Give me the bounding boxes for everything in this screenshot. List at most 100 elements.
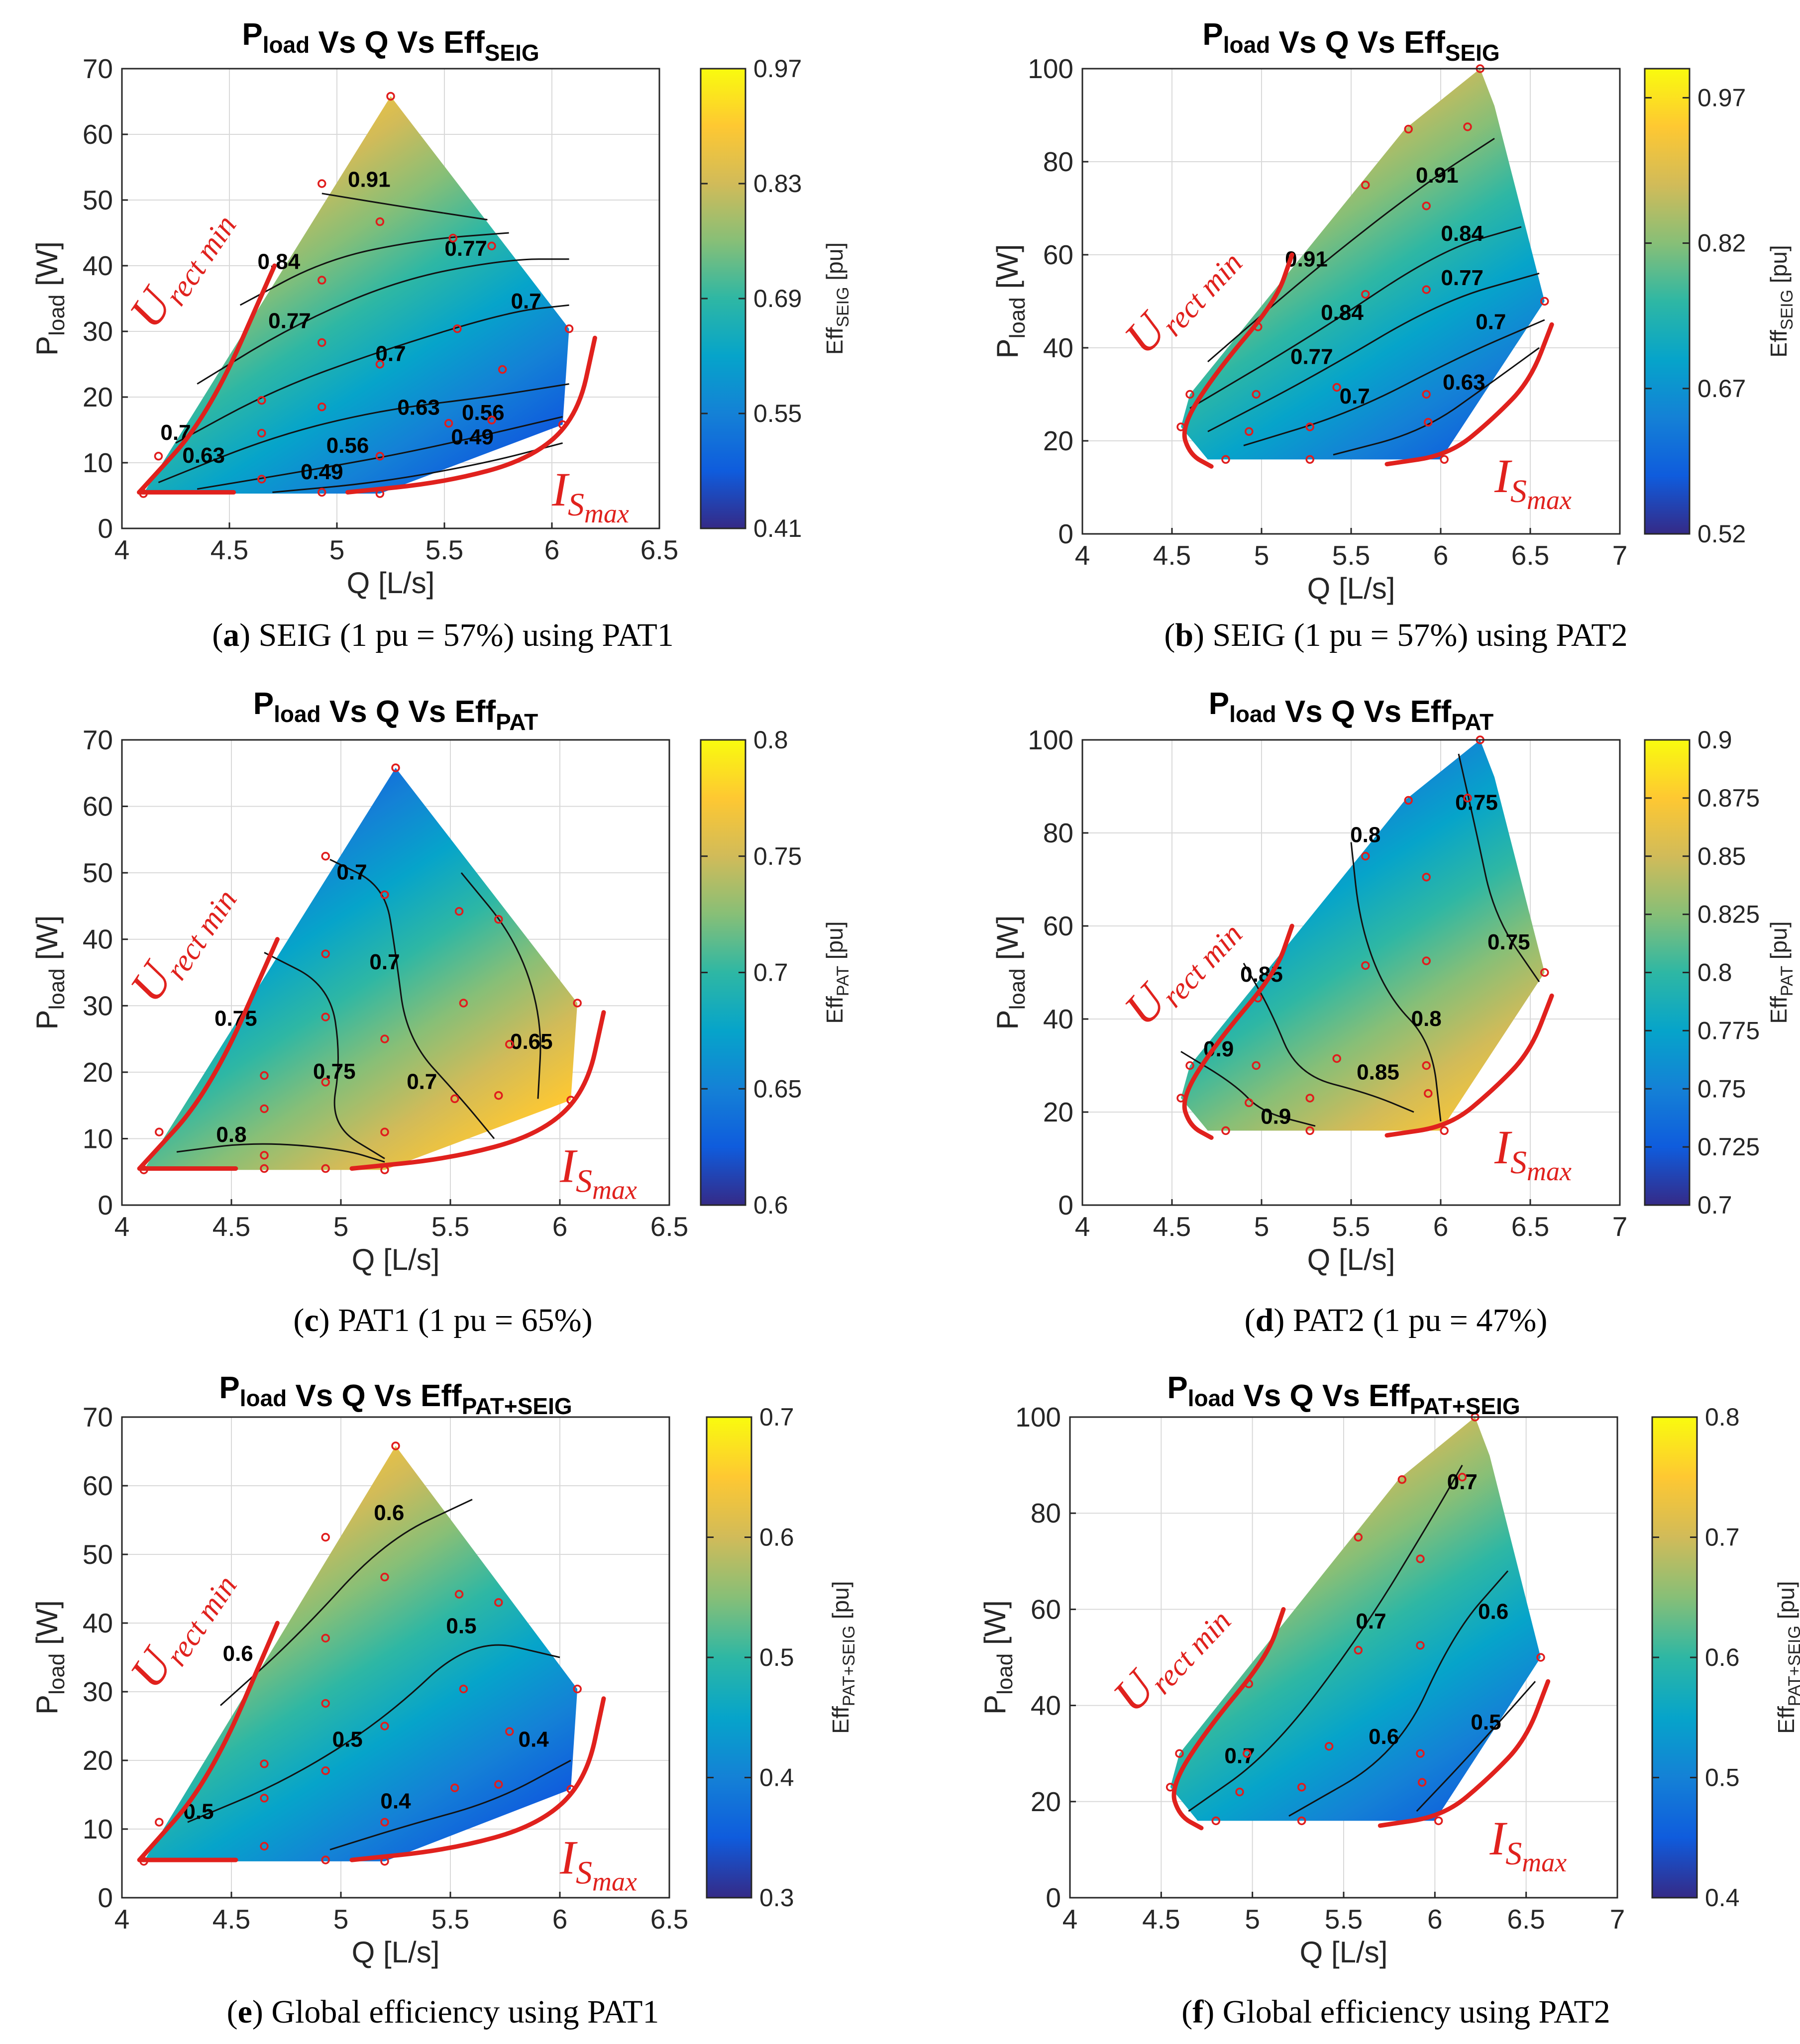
subfigure-caption: (a) SEIG (1 pu = 57%) using PAT1 (212, 617, 674, 653)
colorbar-label: EffSEIG [pu] (1766, 245, 1797, 357)
x-tick-label: 5 (1254, 540, 1270, 571)
filled-contour-region (1181, 69, 1545, 460)
measured-point (321, 1634, 330, 1643)
y-tick-label: 20 (1043, 425, 1073, 456)
y-axis-label: Pload [W] (978, 1600, 1017, 1715)
measured-point (260, 1164, 269, 1173)
measured-point (459, 1684, 468, 1694)
y-tick-label: 70 (83, 724, 113, 755)
x-tick-label: 6 (544, 534, 560, 565)
contour-line (1188, 1464, 1463, 1812)
contour-label: 0.5 (332, 1727, 363, 1751)
axes-box (121, 739, 670, 1206)
contour-label: 0.91 (348, 168, 391, 192)
y-tick-label: 60 (83, 791, 113, 822)
measured-point (1242, 1749, 1252, 1758)
ticks: 4 4.5 5 5.5 6 6.5 0 10 20 30 40 50 60 70 (83, 724, 688, 1242)
measured-point (573, 1684, 582, 1694)
u-rect-min-curve (1182, 252, 1294, 469)
measured-point (1305, 455, 1314, 464)
measured-point (1397, 1475, 1407, 1484)
x-tick-label: 6.5 (650, 1211, 688, 1242)
colorbar-tick-label: 0.85 (1697, 842, 1746, 870)
y-tick-label: 0 (1046, 1882, 1061, 1913)
measured-point (321, 1164, 330, 1173)
y-tick-label: 30 (83, 990, 113, 1021)
x-axis-label: Q [L/s] (1307, 1243, 1395, 1276)
contour-line (321, 193, 488, 221)
y-tick-label: 40 (1043, 1004, 1073, 1034)
colorbar-tick-label: 0.7 (759, 1403, 794, 1431)
contour-line (1243, 963, 1414, 1113)
measured-point (1417, 1778, 1427, 1787)
measured-point (318, 276, 326, 285)
chart-title: Pload Vs Q Vs EffPAT+SEIG (219, 1371, 572, 1419)
colorbar-label: EffSEIG [pu] (822, 242, 852, 355)
filled-contour-region (1181, 740, 1545, 1131)
colorbar-tick-label: 0.3 (759, 1884, 794, 1912)
chart-title: Pload Vs Q Vs EffPAT+SEIG (1167, 1371, 1520, 1419)
measured-point (1416, 1749, 1425, 1758)
measured-point (380, 890, 389, 899)
contour-label: 0.6 (223, 1641, 253, 1666)
colorbar-label: EffPAT [pu] (1766, 921, 1797, 1023)
chart-title: Pload Vs Q Vs EffPAT (1209, 687, 1494, 735)
measured-point (1332, 1054, 1341, 1063)
x-tick-label: 5.5 (431, 1211, 469, 1242)
colorbar-gradient (1644, 739, 1691, 1206)
x-tick-label: 4 (114, 1904, 130, 1935)
filled-contour-region (144, 1446, 578, 1861)
contour-line (1458, 753, 1540, 983)
contour-line (176, 1143, 385, 1163)
x-tick-label: 7 (1612, 1211, 1628, 1242)
measured-point (1361, 290, 1370, 299)
colorbar: 0.52 0.67 0.82 0.97 EffSEIG [pu] (1644, 68, 1797, 548)
u-rect-min-curve (137, 1621, 280, 1862)
contour-line (197, 258, 569, 385)
y-axis-label: Pload [W] (991, 244, 1030, 359)
colorbar-tick-label: 0.775 (1697, 1017, 1760, 1044)
measured-points (1176, 735, 1549, 1135)
measured-point (494, 1598, 503, 1607)
panel-b: 0.910.910.840.840.770.770.70.70.63Urect … (991, 17, 1797, 653)
contour-line (1243, 319, 1545, 446)
contour-label: 0.85 (1357, 1060, 1399, 1085)
measured-point (155, 1127, 164, 1136)
colorbar-tick-label: 0.97 (753, 55, 802, 83)
measured-point (1221, 1126, 1230, 1135)
measured-point (260, 1071, 269, 1080)
y-tick-label: 50 (83, 1539, 113, 1570)
y-tick-label: 10 (83, 1123, 113, 1154)
y-tick-label: 80 (1031, 1498, 1061, 1529)
measured-point (321, 1855, 330, 1864)
measured-point (1434, 1816, 1443, 1826)
contour-label: 0.65 (510, 1029, 553, 1054)
y-tick-label: 0 (98, 513, 113, 544)
measured-point (260, 1794, 269, 1803)
measured-point (1404, 796, 1413, 805)
colorbar-tick-label: 0.67 (1697, 375, 1746, 403)
x-tick-label: 4 (114, 1211, 130, 1242)
measured-point (1424, 417, 1433, 427)
colorbar-tick-label: 0.725 (1697, 1133, 1760, 1161)
measured-point (318, 488, 326, 497)
subfigure-caption: (b) SEIG (1 pu = 57%) using PAT2 (1164, 617, 1627, 653)
contour-label: 0.4 (519, 1727, 549, 1751)
x-tick-label: 4.5 (211, 534, 248, 565)
contour-label: 0.63 (1443, 370, 1485, 395)
measured-point (450, 1783, 459, 1792)
measured-point (454, 907, 464, 916)
measured-point (1305, 1094, 1314, 1103)
measured-point (380, 1818, 389, 1827)
colorbar-tick-label: 0.7 (753, 959, 788, 987)
measured-point (257, 428, 266, 438)
x-tick-label: 4.5 (212, 1904, 250, 1935)
x-tick-label: 6.5 (650, 1904, 688, 1935)
x-tick-label: 4.5 (1142, 1904, 1180, 1935)
measured-point (260, 1151, 269, 1160)
measured-point (380, 1127, 389, 1136)
measured-point (564, 324, 574, 333)
measured-point (494, 1780, 503, 1789)
